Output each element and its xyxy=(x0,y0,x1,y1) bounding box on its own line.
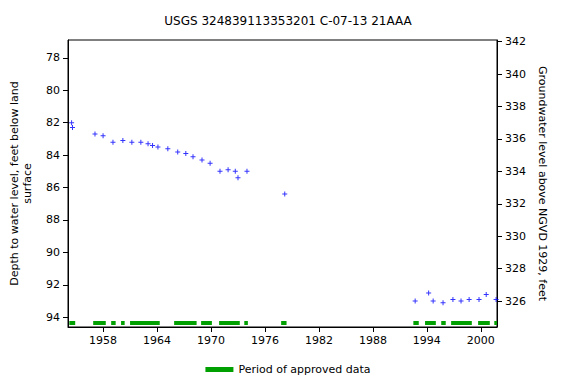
svg-text:1976: 1976 xyxy=(251,334,279,347)
svg-text:88: 88 xyxy=(46,213,60,226)
svg-text:82: 82 xyxy=(46,116,60,129)
svg-text:1958: 1958 xyxy=(89,334,117,347)
svg-text:92: 92 xyxy=(46,278,60,291)
svg-text:Period of approved data: Period of approved data xyxy=(238,363,370,376)
svg-text:328: 328 xyxy=(505,262,526,275)
svg-text:94: 94 xyxy=(46,311,60,324)
svg-text:90: 90 xyxy=(46,246,60,259)
svg-text:84: 84 xyxy=(46,149,60,162)
svg-text:338: 338 xyxy=(505,100,526,113)
svg-text:334: 334 xyxy=(505,165,526,178)
svg-text:1970: 1970 xyxy=(197,334,225,347)
svg-text:Groundwater level above NGVD 1: Groundwater level above NGVD 1929, feet xyxy=(536,66,549,302)
svg-text:332: 332 xyxy=(505,197,526,210)
svg-text:surface: surface xyxy=(21,163,34,204)
svg-text:80: 80 xyxy=(46,84,60,97)
svg-text:86: 86 xyxy=(46,181,60,194)
svg-text:1964: 1964 xyxy=(143,334,171,347)
svg-text:326: 326 xyxy=(505,295,526,308)
svg-text:330: 330 xyxy=(505,230,526,243)
svg-text:340: 340 xyxy=(505,68,526,81)
svg-text:1982: 1982 xyxy=(305,334,333,347)
svg-text:342: 342 xyxy=(505,35,526,48)
svg-text:2000: 2000 xyxy=(467,334,495,347)
svg-text:1994: 1994 xyxy=(413,334,441,347)
svg-text:Depth to water level, feet bel: Depth to water level, feet below land xyxy=(8,81,21,286)
svg-text:336: 336 xyxy=(505,132,526,145)
svg-text:78: 78 xyxy=(46,51,60,64)
svg-text:1988: 1988 xyxy=(359,334,387,347)
svg-text:USGS 324839113353201 C-07-13 2: USGS 324839113353201 C-07-13 21AAA xyxy=(164,14,412,28)
